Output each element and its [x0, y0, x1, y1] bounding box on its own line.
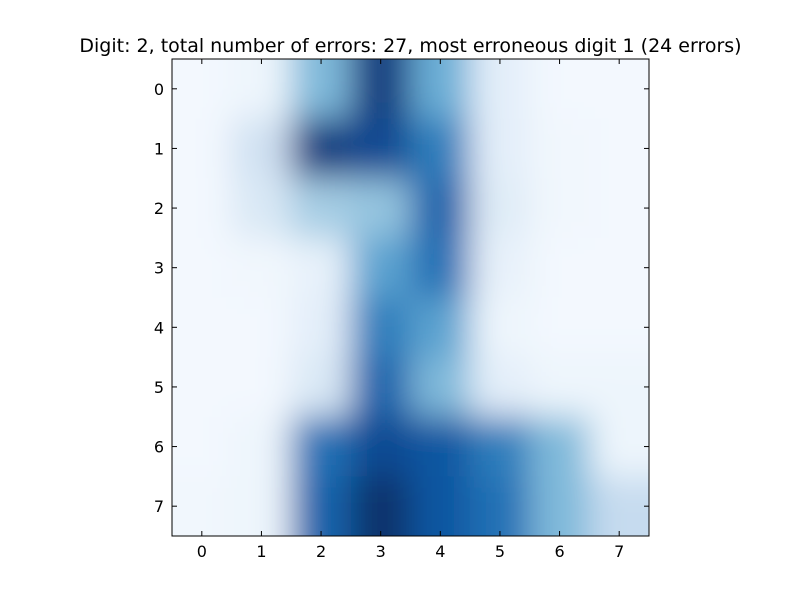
x-tick-label-5: 5: [495, 542, 505, 561]
heatmap-cell-r5-c5: [470, 357, 531, 418]
heatmap-cell-r7-c5: [470, 476, 531, 536]
heatmap-cell-r1-c2: [291, 118, 352, 179]
heatmap-cell-r3-c4: [410, 237, 471, 298]
y-tick-label-0: 0: [154, 80, 164, 99]
heatmap-cell-r4-c1: [231, 297, 292, 358]
heatmap-cell-r4-c2: [291, 297, 352, 358]
heatmap-cell-r2-c0: [172, 178, 233, 239]
heatmap-cell-r5-c6: [529, 357, 590, 418]
heatmap-cell-r3-c3: [350, 237, 411, 298]
heatmap-cell-r5-c7: [589, 357, 649, 418]
heatmap-cell-r3-c7: [589, 237, 649, 298]
heatmap-cell-r7-c2: [291, 476, 352, 536]
x-tick-label-0: 0: [197, 542, 207, 561]
y-tick-label-5: 5: [154, 378, 164, 397]
y-tick-label-2: 2: [154, 199, 164, 218]
heatmap-cell-r4-c5: [470, 297, 531, 358]
heatmap-cell-r5-c2: [291, 357, 352, 418]
x-tick-label-4: 4: [435, 542, 445, 561]
heatmap-cells: [172, 59, 649, 536]
heatmap-cell-r2-c5: [470, 178, 531, 239]
heatmap-cell-r2-c4: [410, 178, 471, 239]
heatmap-cell-r5-c1: [231, 357, 292, 418]
x-tick-label-2: 2: [316, 542, 326, 561]
heatmap-cell-r5-c4: [410, 357, 471, 418]
heatmap-cell-r6-c5: [470, 416, 531, 477]
heatmap-cell-r6-c4: [410, 416, 471, 477]
heatmap-cell-r4-c0: [172, 297, 233, 358]
x-tick-label-1: 1: [256, 542, 266, 561]
heatmap-cell-r0-c7: [589, 59, 649, 120]
heatmap-cell-r6-c3: [350, 416, 411, 477]
heatmap-cell-r6-c6: [529, 416, 590, 477]
heatmap-cell-r5-c3: [350, 357, 411, 418]
y-tick-label-4: 4: [154, 318, 164, 337]
heatmap-cell-r0-c2: [291, 59, 352, 120]
chart-title: Digit: 2, total number of errors: 27, mo…: [79, 35, 742, 57]
y-tick-label-6: 6: [154, 438, 164, 457]
heatmap-cell-r1-c5: [470, 118, 531, 179]
heatmap-cell-r1-c4: [410, 118, 471, 179]
heatmap-cell-r7-c6: [529, 476, 590, 536]
heatmap-cell-r1-c7: [589, 118, 649, 179]
heatmap-cell-r2-c2: [291, 178, 352, 239]
heatmap-cell-r4-c4: [410, 297, 471, 358]
heatmap-cell-r0-c3: [350, 59, 411, 120]
y-tick-label-3: 3: [154, 259, 164, 278]
heatmap-cell-r6-c2: [291, 416, 352, 477]
heatmap-cell-r0-c0: [172, 59, 233, 120]
heatmap-cell-r6-c0: [172, 416, 233, 477]
plot-frame: [171, 58, 650, 537]
heatmap-cell-r0-c4: [410, 59, 471, 120]
heatmap-cell-r1-c3: [350, 118, 411, 179]
heatmap-cell-r3-c2: [291, 237, 352, 298]
heatmap-cell-r5-c0: [172, 357, 233, 418]
heatmap-cell-r7-c3: [350, 476, 411, 536]
heatmap-cell-r1-c6: [529, 118, 590, 179]
heatmap-cell-r4-c7: [589, 297, 649, 358]
heatmap-cell-r0-c1: [231, 59, 292, 120]
heatmap-cell-r2-c7: [589, 178, 649, 239]
axis-tick-labels: 0 1 2 3 4 5 6 7 0 1 2 3 4 5 6 7: [154, 80, 624, 561]
heatmap-cell-r4-c6: [529, 297, 590, 358]
heatmap-cell-r7-c4: [410, 476, 471, 536]
axis-ticks: [172, 59, 649, 536]
heatmap-cell-r1-c0: [172, 118, 233, 179]
y-tick-label-1: 1: [154, 139, 164, 158]
heatmap-cell-r4-c3: [350, 297, 411, 358]
heatmap-cell-r3-c1: [231, 237, 292, 298]
x-tick-label-3: 3: [376, 542, 386, 561]
heatmap-cell-r1-c1: [231, 118, 292, 179]
heatmap-cell-r6-c1: [231, 416, 292, 477]
y-tick-label-7: 7: [154, 497, 164, 516]
heatmap-cell-r0-c5: [470, 59, 531, 120]
heatmap-cell-r2-c1: [231, 178, 292, 239]
x-tick-label-7: 7: [614, 542, 624, 561]
heatmap-cell-r3-c0: [172, 237, 233, 298]
heatmap-cell-r2-c3: [350, 178, 411, 239]
heatmap-cell-r2-c6: [529, 178, 590, 239]
x-tick-label-6: 6: [554, 542, 564, 561]
heatmap-cell-r7-c7: [589, 476, 649, 536]
heatmap-cell-r6-c7: [589, 416, 649, 477]
heatmap-cell-r3-c5: [470, 237, 531, 298]
heatmap-cell-r7-c0: [172, 476, 233, 536]
heatmap-cell-r7-c1: [231, 476, 292, 536]
heatmap-cell-r0-c6: [529, 59, 590, 120]
heatmap-cell-r3-c6: [529, 237, 590, 298]
